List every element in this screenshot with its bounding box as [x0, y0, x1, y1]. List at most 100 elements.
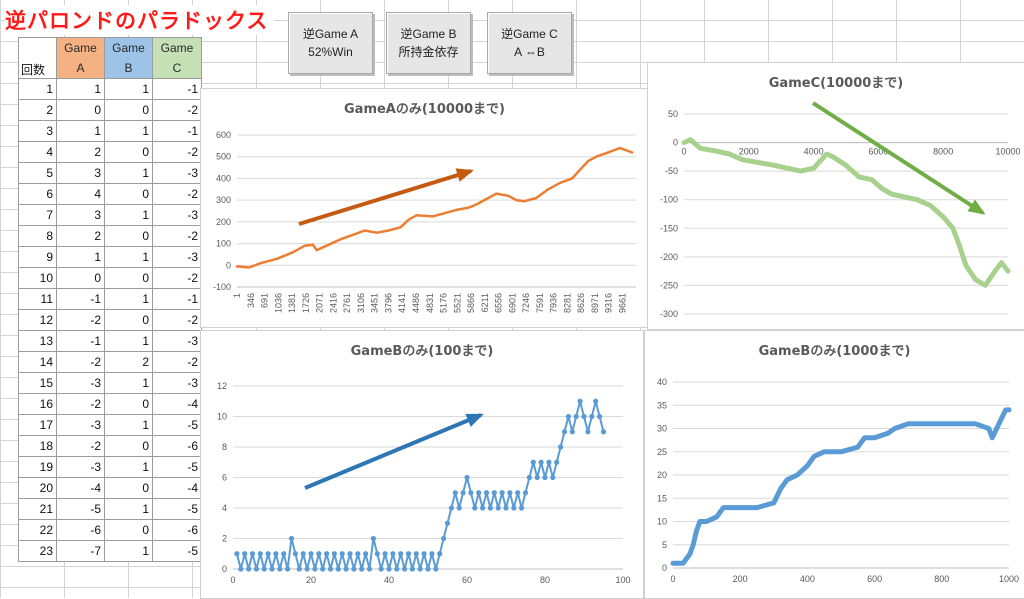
- game-c-cell[interactable]: -2: [152, 309, 202, 331]
- game-a-cell[interactable]: -4: [56, 477, 105, 499]
- game-b-cell[interactable]: 1: [104, 330, 153, 352]
- game-c-cell[interactable]: -3: [152, 246, 202, 268]
- game-c-cell[interactable]: -2: [152, 351, 202, 373]
- game-a-cell[interactable]: -2: [56, 435, 105, 457]
- reverse-game-b-button[interactable]: 逆Game B 所持金依存: [386, 12, 471, 74]
- count-cell[interactable]: 23: [18, 540, 57, 562]
- count-cell[interactable]: 16: [18, 393, 57, 415]
- count-cell[interactable]: 4: [18, 141, 57, 163]
- game-a-cell[interactable]: -5: [56, 498, 105, 520]
- game-a-cell[interactable]: -2: [56, 393, 105, 415]
- count-cell[interactable]: 7: [18, 204, 57, 226]
- count-cell[interactable]: 10: [18, 267, 57, 289]
- count-cell[interactable]: 21: [18, 498, 57, 520]
- game-a-cell[interactable]: -2: [56, 309, 105, 331]
- game-b-cell[interactable]: 0: [104, 393, 153, 415]
- game-c-cell[interactable]: -5: [152, 498, 202, 520]
- game-c-cell[interactable]: -3: [152, 372, 202, 394]
- game-a-cell[interactable]: 3: [56, 204, 105, 226]
- game-c-cell[interactable]: -1: [152, 120, 202, 142]
- game-b-cell[interactable]: 1: [104, 540, 153, 562]
- header-game-b-cell[interactable]: Game B: [104, 37, 153, 79]
- header-game-a-cell[interactable]: Game A: [56, 37, 105, 79]
- reverse-game-c-button[interactable]: 逆Game C A ⇔B: [487, 12, 572, 74]
- game-c-cell[interactable]: -2: [152, 183, 202, 205]
- count-cell[interactable]: 12: [18, 309, 57, 331]
- game-c-cell[interactable]: -6: [152, 435, 202, 457]
- count-cell[interactable]: 3: [18, 120, 57, 142]
- game-a-cell[interactable]: -1: [56, 288, 105, 310]
- count-cell[interactable]: 1: [18, 78, 57, 100]
- game-b-cell[interactable]: 0: [104, 225, 153, 247]
- game-c-cell[interactable]: -3: [152, 204, 202, 226]
- count-cell[interactable]: 2: [18, 99, 57, 121]
- game-c-cell[interactable]: -2: [152, 267, 202, 289]
- game-c-cell[interactable]: -5: [152, 414, 202, 436]
- header-game-c-cell[interactable]: Game C: [152, 37, 202, 79]
- game-a-cell[interactable]: 0: [56, 267, 105, 289]
- count-cell[interactable]: 13: [18, 330, 57, 352]
- count-cell[interactable]: 20: [18, 477, 57, 499]
- game-a-cell[interactable]: -7: [56, 540, 105, 562]
- game-b-cell[interactable]: 1: [104, 78, 153, 100]
- count-cell[interactable]: 8: [18, 225, 57, 247]
- game-c-cell[interactable]: -3: [152, 162, 202, 184]
- game-a-cell[interactable]: 3: [56, 162, 105, 184]
- game-a-cell[interactable]: -6: [56, 519, 105, 541]
- game-a-cell[interactable]: 2: [56, 141, 105, 163]
- game-a-cell[interactable]: -3: [56, 414, 105, 436]
- game-b-cell[interactable]: 1: [104, 498, 153, 520]
- game-b-cell[interactable]: 0: [104, 267, 153, 289]
- game-b-cell[interactable]: 2: [104, 351, 153, 373]
- count-cell[interactable]: 6: [18, 183, 57, 205]
- game-a-cell[interactable]: 1: [56, 120, 105, 142]
- game-c-cell[interactable]: -2: [152, 141, 202, 163]
- game-a-cell[interactable]: 4: [56, 183, 105, 205]
- game-c-cell[interactable]: -3: [152, 330, 202, 352]
- game-c-cell[interactable]: -4: [152, 477, 202, 499]
- game-c-cell[interactable]: -1: [152, 288, 202, 310]
- header-count-cell[interactable]: 回数: [18, 37, 57, 79]
- count-cell[interactable]: 11: [18, 288, 57, 310]
- game-a-cell[interactable]: -3: [56, 456, 105, 478]
- chart-game-a[interactable]: GameAのみ(10000まで) 600 500 400 300 200 100 0 -100 1…: [200, 88, 649, 328]
- game-b-cell[interactable]: 0: [104, 519, 153, 541]
- game-c-cell[interactable]: -5: [152, 540, 202, 562]
- game-a-cell[interactable]: -1: [56, 330, 105, 352]
- game-c-cell[interactable]: -6: [152, 519, 202, 541]
- game-b-cell[interactable]: 1: [104, 246, 153, 268]
- game-b-cell[interactable]: 1: [104, 288, 153, 310]
- game-c-cell[interactable]: -2: [152, 225, 202, 247]
- game-b-cell[interactable]: 0: [104, 183, 153, 205]
- game-a-cell[interactable]: -3: [56, 372, 105, 394]
- reverse-game-a-button[interactable]: 逆Game A 52%Win: [288, 12, 373, 74]
- game-b-cell[interactable]: 1: [104, 162, 153, 184]
- game-c-cell[interactable]: -4: [152, 393, 202, 415]
- count-cell[interactable]: 15: [18, 372, 57, 394]
- chart-game-c[interactable]: GameC(10000まで) 50 0 -50 -100 -150 -200 -250 -300…: [647, 62, 1024, 330]
- chart-game-b-1000[interactable]: GameBのみ(1000まで) 40 35 30 25 20 15 10 5 0 0 200 400 60…: [644, 330, 1024, 599]
- game-b-cell[interactable]: 0: [104, 309, 153, 331]
- game-c-cell[interactable]: -1: [152, 78, 202, 100]
- chart-game-b-100[interactable]: GameBのみ(100まで) 12 10 8 6 4 2 0 0 20 40 60 80 100: [200, 330, 644, 599]
- count-cell[interactable]: 9: [18, 246, 57, 268]
- count-cell[interactable]: 18: [18, 435, 57, 457]
- game-a-cell[interactable]: 1: [56, 78, 105, 100]
- game-b-cell[interactable]: 1: [104, 414, 153, 436]
- game-a-cell[interactable]: 1: [56, 246, 105, 268]
- game-b-cell[interactable]: 1: [104, 120, 153, 142]
- game-a-cell[interactable]: -2: [56, 351, 105, 373]
- game-b-cell[interactable]: 0: [104, 435, 153, 457]
- count-cell[interactable]: 19: [18, 456, 57, 478]
- game-c-cell[interactable]: -2: [152, 99, 202, 121]
- game-b-cell[interactable]: 1: [104, 372, 153, 394]
- game-c-cell[interactable]: -5: [152, 456, 202, 478]
- game-b-cell[interactable]: 0: [104, 99, 153, 121]
- game-a-cell[interactable]: 2: [56, 225, 105, 247]
- game-b-cell[interactable]: 1: [104, 456, 153, 478]
- count-cell[interactable]: 5: [18, 162, 57, 184]
- game-b-cell[interactable]: 0: [104, 141, 153, 163]
- count-cell[interactable]: 22: [18, 519, 57, 541]
- game-b-cell[interactable]: 0: [104, 477, 153, 499]
- game-a-cell[interactable]: 0: [56, 99, 105, 121]
